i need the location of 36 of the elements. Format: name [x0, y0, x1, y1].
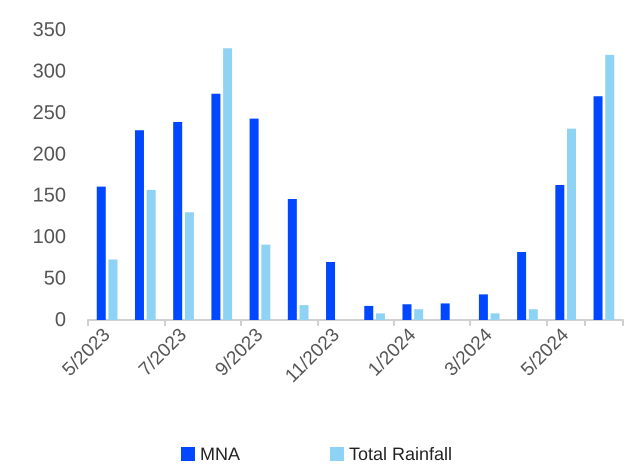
bar [490, 313, 500, 320]
bar [134, 130, 144, 320]
bar [288, 199, 297, 320]
bar [211, 94, 220, 320]
bar [223, 48, 232, 320]
bar [605, 54, 614, 320]
y-tick-label: 150 [32, 184, 66, 207]
legend-label: Total Rainfall [348, 444, 452, 464]
y-tick-label: 50 [44, 268, 66, 290]
bar [173, 122, 182, 320]
bar [364, 306, 374, 320]
bar [517, 252, 526, 320]
y-tick-label: 0 [54, 309, 66, 331]
y-tick-label: 200 [32, 143, 66, 166]
bar [478, 294, 488, 320]
bar [108, 260, 118, 320]
bar [326, 262, 336, 320]
bar [414, 309, 424, 320]
bar [440, 303, 450, 320]
bar [376, 313, 385, 320]
y-tick-label: 100 [32, 226, 66, 248]
bar [528, 309, 538, 320]
bar [555, 184, 564, 320]
y-tick-label: 300 [32, 60, 66, 82]
bar [261, 244, 270, 320]
bar [594, 96, 603, 320]
y-tick-label: 250 [32, 102, 66, 124]
bar [146, 190, 156, 320]
bar [96, 186, 106, 320]
bar [184, 212, 194, 320]
y-tick-label: 350 [32, 19, 66, 41]
bar [300, 305, 309, 320]
bar [567, 128, 576, 320]
legend-label: MNA [200, 444, 240, 464]
bar [402, 304, 412, 320]
bar [250, 118, 259, 320]
